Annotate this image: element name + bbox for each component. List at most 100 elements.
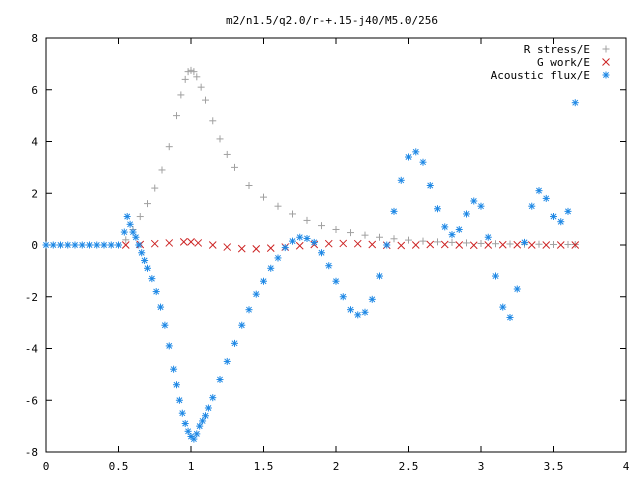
data-point — [260, 193, 267, 201]
data-point — [434, 238, 441, 246]
data-point — [216, 135, 224, 143]
data-point — [281, 244, 289, 252]
data-point — [93, 241, 101, 249]
data-point — [390, 235, 398, 243]
data-point — [177, 91, 185, 99]
data-point — [107, 241, 115, 249]
data-point — [165, 342, 173, 350]
data-point — [397, 241, 406, 250]
data-point — [190, 435, 198, 443]
x-tick-label: 1 — [188, 460, 195, 473]
data-point — [368, 295, 376, 303]
data-point — [274, 254, 282, 262]
data-point — [158, 166, 166, 174]
x-tick-label: 3.5 — [544, 460, 564, 473]
data-point — [126, 220, 134, 228]
data-point — [332, 225, 340, 233]
data-point — [190, 68, 198, 76]
data-point — [151, 184, 159, 192]
data-point — [252, 290, 260, 298]
data-point — [187, 238, 195, 246]
x-tick-label: 2.5 — [399, 460, 419, 473]
data-point — [136, 213, 144, 221]
data-point — [535, 240, 543, 248]
data-point — [209, 394, 217, 402]
data-point — [57, 241, 64, 249]
data-point — [202, 96, 209, 104]
data-point — [426, 181, 434, 189]
data-point — [477, 239, 485, 247]
y-tick-label: 6 — [31, 84, 38, 97]
data-point — [550, 213, 557, 221]
data-point — [165, 239, 174, 247]
legend-label: R stress/E — [524, 43, 590, 56]
data-point — [179, 238, 188, 246]
data-point — [267, 264, 275, 272]
chart-title: m2/n1.5/q2.0/r-+.15-j40/M5.0/256 — [226, 14, 438, 27]
x-tick-label: 0 — [43, 460, 50, 473]
data-point — [138, 249, 146, 257]
data-point — [289, 237, 296, 245]
data-point — [419, 237, 427, 245]
data-point — [64, 241, 72, 249]
data-point — [260, 277, 267, 285]
x-tick-label: 1.5 — [254, 460, 274, 473]
data-point — [499, 303, 507, 311]
y-tick-label: 4 — [31, 136, 38, 149]
data-point — [266, 244, 275, 252]
data-point — [123, 213, 131, 221]
data-point — [208, 241, 217, 249]
data-point — [347, 229, 354, 237]
data-point — [339, 293, 347, 301]
y-tick-label: -6 — [25, 394, 38, 407]
data-point — [347, 306, 354, 314]
data-point — [513, 240, 522, 249]
data-point — [181, 420, 189, 428]
data-point — [411, 241, 420, 249]
data-point — [238, 321, 246, 329]
data-point — [157, 303, 165, 311]
data-point — [506, 313, 514, 321]
data-point — [135, 241, 143, 249]
data-point — [434, 205, 441, 213]
x-tick-label: 2 — [333, 460, 340, 473]
data-point — [571, 99, 579, 107]
data-point — [150, 239, 159, 248]
data-point — [361, 308, 369, 316]
data-point — [202, 412, 209, 420]
data-point — [325, 262, 333, 270]
data-point — [115, 241, 122, 249]
data-point — [49, 241, 57, 249]
y-tick-label: 8 — [31, 32, 38, 45]
y-tick-label: -8 — [25, 446, 38, 459]
data-point — [564, 207, 572, 215]
data-point — [136, 240, 145, 249]
data-point — [289, 210, 296, 218]
data-point — [252, 245, 261, 253]
series-2 — [121, 238, 580, 253]
data-point — [71, 241, 79, 249]
data-point — [332, 277, 340, 285]
data-point — [245, 181, 253, 189]
data-point — [361, 231, 369, 239]
data-point — [144, 264, 151, 272]
data-point — [368, 240, 377, 249]
data-point — [193, 73, 201, 81]
data-point — [564, 240, 572, 248]
data-point — [463, 210, 470, 218]
data-point — [455, 225, 463, 233]
data-point — [274, 202, 282, 210]
data-point — [506, 240, 514, 248]
data-point — [196, 422, 204, 430]
y-axis: 8 6 4 2 0 -2 -4 -6 -8 — [25, 32, 626, 459]
data-point — [193, 430, 201, 438]
data-point — [318, 222, 325, 230]
data-point — [296, 233, 304, 241]
data-point — [484, 233, 492, 241]
x-tick-label: 3 — [478, 460, 485, 473]
data-point — [129, 228, 137, 236]
series-1 — [122, 66, 579, 248]
